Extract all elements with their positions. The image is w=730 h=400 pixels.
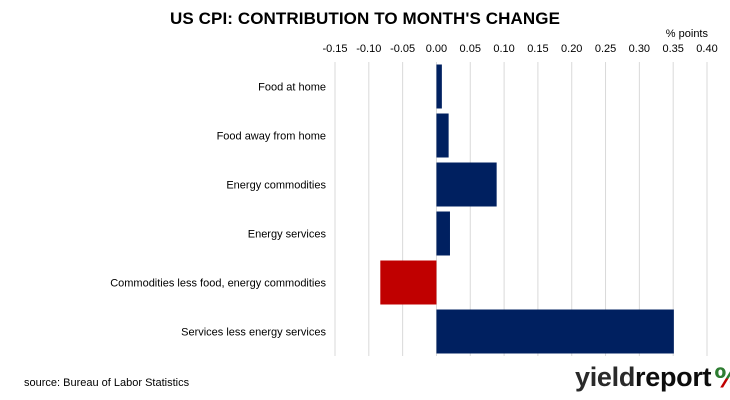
category-label: Energy commodities bbox=[226, 180, 326, 192]
x-tick-labels: -0.15 -0.10 -0.05 0.00 0.05 0.10 0.15 0.20 0.25 0… bbox=[322, 43, 717, 55]
chart-title: US CPI: CONTRIBUTION TO MONTH'S CHANGE bbox=[169, 9, 561, 28]
unit-label: % points bbox=[666, 28, 709, 40]
x-tick-label: -0.10 bbox=[356, 43, 381, 55]
x-tick-label: 0.35 bbox=[662, 43, 683, 55]
bars bbox=[380, 64, 674, 354]
source-note: source: Bureau of Labor Statistics bbox=[24, 377, 190, 389]
category-labels: Food at home Food away from home Energy co… bbox=[110, 82, 326, 339]
bar bbox=[436, 211, 450, 256]
bar bbox=[436, 309, 674, 354]
category-label: Commodities less food, energy commoditie… bbox=[110, 278, 326, 290]
category-label: Energy services bbox=[248, 229, 327, 241]
bar bbox=[436, 113, 449, 158]
x-tick-label: -0.05 bbox=[390, 43, 415, 55]
x-tick-label: -0.15 bbox=[322, 43, 347, 55]
bar bbox=[380, 260, 437, 305]
bar bbox=[436, 64, 442, 109]
logo-percent-icon: % bbox=[714, 363, 730, 394]
category-label: Food at home bbox=[258, 82, 326, 94]
x-tick-label: 0.40 bbox=[696, 43, 717, 55]
bar bbox=[436, 162, 497, 207]
x-tick-label: 0.25 bbox=[595, 43, 616, 55]
yieldreport-logo: yieldreport% bbox=[575, 362, 730, 394]
logo-part1: yield bbox=[575, 362, 636, 392]
category-label: Food away from home bbox=[217, 131, 326, 143]
x-tick-label: 0.10 bbox=[493, 43, 514, 55]
x-tick-label: 0.20 bbox=[561, 43, 582, 55]
x-tick-label: 0.05 bbox=[460, 43, 481, 55]
x-tick-label: 0.30 bbox=[629, 43, 650, 55]
logo-part2: report bbox=[635, 362, 712, 392]
x-tick-label: 0.00 bbox=[426, 43, 447, 55]
category-label: Services less energy services bbox=[181, 327, 326, 339]
gridlines bbox=[334, 62, 708, 356]
x-tick-label: 0.15 bbox=[527, 43, 548, 55]
